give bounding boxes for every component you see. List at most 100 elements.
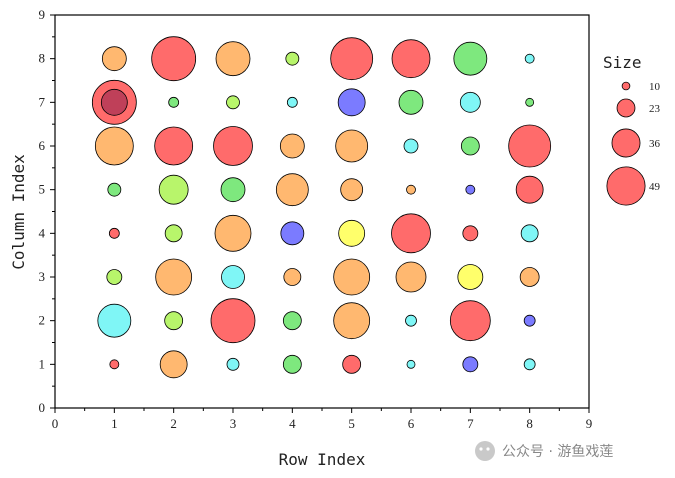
bubble-point bbox=[335, 129, 369, 163]
x-tick-label: 9 bbox=[586, 416, 593, 431]
y-tick-label: 1 bbox=[39, 356, 46, 371]
x-tick-label: 7 bbox=[467, 416, 474, 431]
size-legend: Size 10 23 36 49 bbox=[603, 53, 661, 206]
bubble-point bbox=[154, 126, 194, 166]
bubble-point bbox=[405, 314, 417, 327]
legend-label: 49 bbox=[649, 181, 661, 193]
bubble-point bbox=[159, 350, 188, 379]
bubble-point bbox=[460, 136, 480, 156]
bubble-point bbox=[285, 51, 300, 66]
bubble-point bbox=[391, 213, 431, 254]
legend-marker bbox=[621, 81, 631, 91]
bubble-point bbox=[282, 311, 302, 331]
y-tick-label: 4 bbox=[39, 225, 46, 240]
bubble-point bbox=[449, 300, 491, 342]
legend-marker bbox=[616, 98, 636, 118]
bubble-point bbox=[342, 354, 362, 374]
bubble-point bbox=[395, 261, 427, 293]
legend-label: 23 bbox=[649, 103, 661, 115]
bubble-point bbox=[108, 227, 120, 239]
bubble-point bbox=[403, 138, 419, 154]
x-axis-title: Row Index bbox=[279, 450, 366, 469]
bubble-point bbox=[215, 41, 251, 77]
bubble-point bbox=[337, 88, 366, 117]
legend-label: 36 bbox=[649, 138, 661, 150]
bubble-point bbox=[164, 224, 183, 243]
x-tick-label: 0 bbox=[52, 416, 59, 431]
bubble-point bbox=[221, 265, 245, 289]
bubble-point bbox=[210, 298, 256, 344]
bubble-point bbox=[164, 311, 184, 331]
bubble-point bbox=[155, 258, 193, 296]
bubble-series bbox=[91, 36, 552, 379]
wechat-logo-icon bbox=[475, 441, 495, 461]
bubble-point bbox=[406, 359, 416, 369]
x-tick-label: 3 bbox=[230, 416, 237, 431]
legend-marker bbox=[611, 128, 641, 158]
x-tick-label: 8 bbox=[526, 416, 533, 431]
bubble-point bbox=[520, 224, 539, 243]
bubble-point bbox=[453, 41, 488, 76]
bubble-point bbox=[524, 53, 535, 64]
bubble-point bbox=[333, 258, 371, 296]
x-tick-label: 1 bbox=[111, 416, 118, 431]
bubble-point bbox=[462, 225, 479, 242]
y-axis: 0 1 2 3 4 5 6 7 8 9 bbox=[39, 7, 55, 415]
bubble-point bbox=[97, 303, 132, 338]
y-tick-label: 0 bbox=[39, 400, 46, 415]
watermark-text: 公众号 · 游鱼戏莲 bbox=[502, 443, 613, 460]
bubble-point bbox=[106, 269, 123, 285]
bubble-point bbox=[94, 126, 134, 166]
bubble-point bbox=[465, 184, 476, 195]
bubble-point bbox=[283, 268, 302, 286]
bubble-point bbox=[340, 178, 364, 202]
x-tick-label: 4 bbox=[289, 416, 296, 431]
bubble-point bbox=[151, 36, 197, 82]
bubble-point bbox=[406, 184, 416, 195]
bubble-point bbox=[282, 354, 302, 374]
y-tick-label: 3 bbox=[39, 269, 46, 284]
bubble-point bbox=[158, 174, 189, 205]
bubble-point bbox=[100, 88, 128, 116]
bubble-point bbox=[459, 91, 481, 113]
bubble-point bbox=[508, 124, 552, 168]
bubble-point bbox=[107, 182, 122, 197]
bubble-point bbox=[523, 314, 536, 327]
legend-label: 10 bbox=[649, 81, 661, 93]
bubble-point bbox=[515, 175, 544, 204]
x-tick-label: 5 bbox=[348, 416, 355, 431]
bubble-point bbox=[101, 46, 127, 72]
bubble-point bbox=[286, 96, 298, 108]
watermark: 公众号 · 游鱼戏莲 bbox=[475, 441, 613, 461]
bubble-point bbox=[213, 126, 253, 166]
legend-title: Size bbox=[603, 53, 642, 72]
bubble-point bbox=[462, 356, 479, 373]
y-axis-title: Column Index bbox=[9, 154, 28, 270]
bubble-point bbox=[333, 302, 371, 340]
bubble-point bbox=[398, 89, 424, 115]
bubble-point bbox=[109, 359, 120, 370]
bubble-point bbox=[391, 39, 431, 79]
bubble-point bbox=[330, 37, 374, 81]
bubble-point bbox=[280, 221, 305, 246]
y-tick-label: 6 bbox=[39, 138, 46, 153]
bubble-point bbox=[226, 95, 240, 110]
bubble-point bbox=[168, 96, 180, 108]
y-tick-label: 2 bbox=[39, 313, 46, 328]
y-tick-label: 8 bbox=[39, 51, 46, 66]
y-tick-label: 9 bbox=[39, 7, 46, 22]
bubble-point bbox=[338, 219, 366, 247]
legend-marker bbox=[606, 166, 646, 206]
x-axis: 0 1 2 3 4 5 6 7 8 9 bbox=[52, 408, 593, 431]
x-tick-label: 6 bbox=[408, 416, 415, 431]
bubble-point bbox=[275, 173, 309, 207]
bubble-point bbox=[226, 357, 240, 371]
bubble-point bbox=[519, 267, 540, 287]
bubble-point bbox=[220, 177, 246, 203]
bubble-point bbox=[279, 133, 305, 159]
y-tick-label: 7 bbox=[39, 94, 46, 109]
bubble-point bbox=[214, 214, 252, 252]
bubble-point bbox=[525, 97, 535, 107]
x-tick-label: 2 bbox=[170, 416, 177, 431]
